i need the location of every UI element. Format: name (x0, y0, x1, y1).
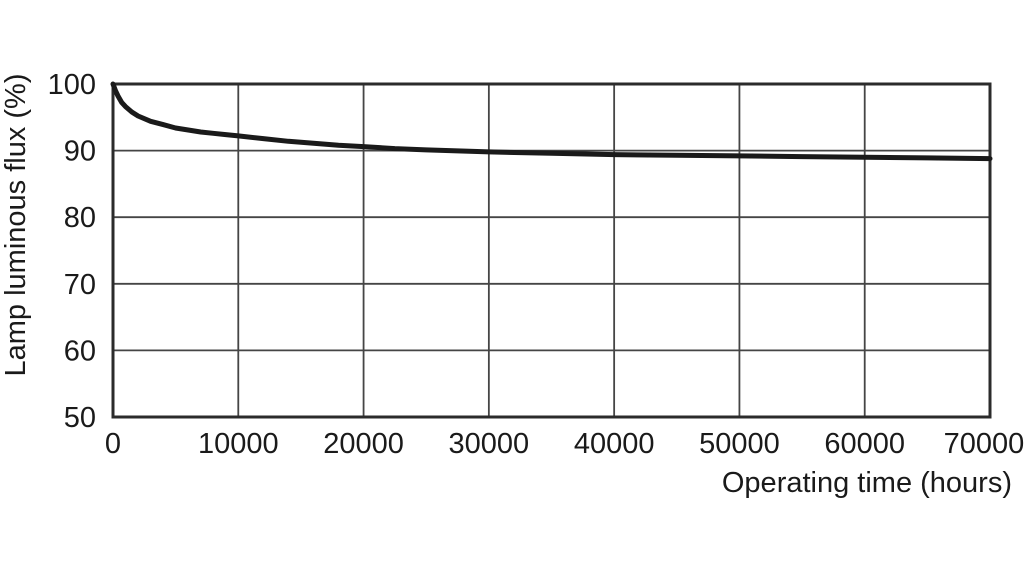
x-tick-label: 70000 (944, 428, 1024, 460)
y-axis-label: Lamp luminous flux (%) (0, 73, 32, 377)
y-tick-label: 70 (64, 269, 96, 301)
y-tick-label: 50 (64, 402, 96, 434)
x-axis-label: Operating time (hours) (721, 467, 1012, 499)
x-tick-label: 30000 (449, 428, 530, 460)
flux-decay-curve (110, 81, 993, 162)
y-tick-label: 60 (64, 335, 96, 367)
y-tick-label: 80 (64, 202, 96, 234)
x-tick-label: 50000 (699, 428, 780, 460)
x-tick-label: 10000 (198, 428, 279, 460)
y-tick-label: 100 (48, 69, 96, 101)
x-tick-label: 20000 (323, 428, 404, 460)
x-tick-label: 0 (105, 428, 121, 460)
x-tick-label: 60000 (824, 428, 905, 460)
x-tick-label: 40000 (574, 428, 655, 460)
plot-border (111, 82, 992, 419)
y-tick-label: 90 (64, 136, 96, 168)
